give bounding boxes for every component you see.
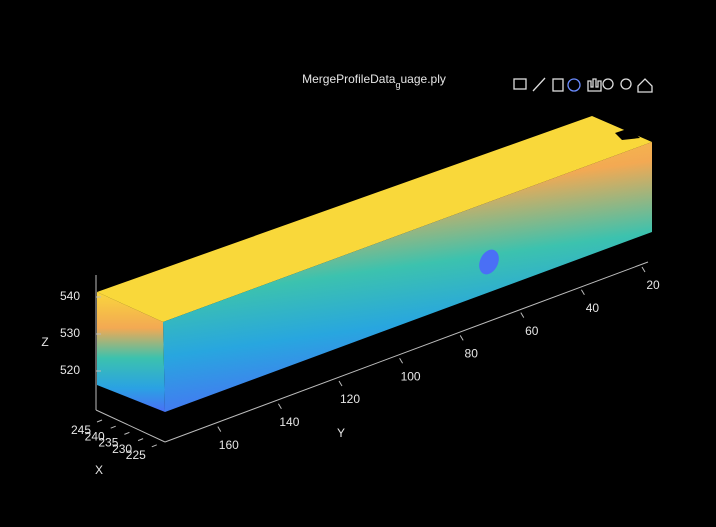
pan-button[interactable] — [587, 78, 602, 92]
z-tick-label: 520 — [60, 363, 80, 377]
export-button[interactable] — [513, 78, 527, 90]
y-tick — [459, 335, 464, 341]
zoom-out-button[interactable] — [620, 78, 632, 90]
y-axis-label: Y — [337, 426, 345, 440]
x-tick — [151, 444, 157, 448]
y-tick — [338, 380, 343, 387]
home-button[interactable] — [637, 78, 653, 93]
y-tick-label: 120 — [340, 392, 360, 406]
y-tick — [217, 426, 222, 432]
z-axis-label: Z — [41, 335, 48, 349]
y-tick — [399, 357, 404, 364]
y-tick-label: 20 — [646, 278, 660, 292]
y-tick-label: 140 — [279, 415, 299, 429]
y-tick-label: 80 — [465, 347, 479, 361]
x-tick — [124, 431, 130, 435]
rotate-button[interactable] — [567, 78, 581, 92]
x-tick-label: 235 — [98, 436, 118, 450]
x-tick-label: 245 — [71, 423, 91, 437]
y-tick-label: 60 — [525, 324, 539, 338]
x-tick-label: 240 — [85, 429, 105, 443]
x-axis-label: X — [95, 463, 103, 477]
z-tick-label: 540 — [60, 289, 80, 303]
x-tick-label: 225 — [126, 448, 146, 462]
x-tick — [96, 419, 103, 423]
datatip-button[interactable] — [552, 78, 564, 92]
y-tick — [520, 312, 525, 318]
x-tick — [110, 425, 116, 429]
x-tick — [137, 438, 144, 442]
y-tick-label: 160 — [219, 438, 239, 452]
brush-button[interactable] — [532, 77, 546, 92]
y-tick-label: 40 — [586, 301, 600, 315]
toolbar — [513, 77, 653, 93]
y-tick — [580, 289, 585, 296]
title: MergeProfileDataguage.ply — [302, 72, 446, 90]
x-tick-label: 230 — [112, 442, 132, 456]
y-tick-label: 100 — [401, 369, 421, 383]
z-tick-label: 530 — [60, 326, 80, 340]
y-tick — [277, 403, 282, 410]
point-cloud — [97, 116, 652, 412]
y-tick — [641, 266, 646, 273]
zoom-in-button[interactable] — [602, 78, 614, 90]
